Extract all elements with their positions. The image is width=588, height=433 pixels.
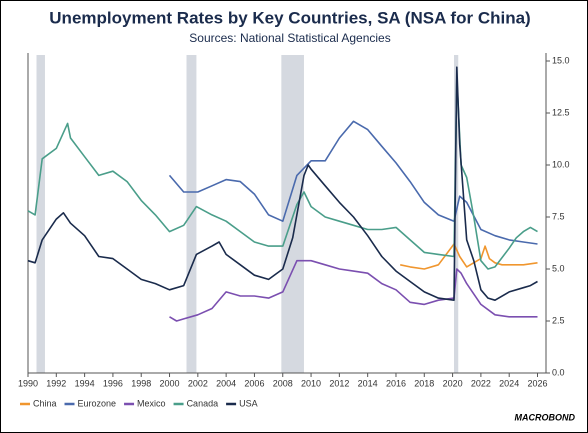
legend-label: China <box>33 398 57 408</box>
x-tick-label: 2008 <box>273 378 293 388</box>
shaded-period <box>36 55 45 373</box>
x-tick-label: 2018 <box>414 378 434 388</box>
x-tick-label: 2002 <box>188 378 208 388</box>
y-tick-label: 0.0 <box>552 367 565 377</box>
x-tick-label: 1990 <box>18 378 38 388</box>
y-tick-label: 12.5 <box>552 107 570 117</box>
chart-subtitle: Sources: National Statistical Agencies <box>189 31 390 45</box>
x-tick-label: 1998 <box>131 378 151 388</box>
legend-label: Mexico <box>137 398 166 408</box>
series-line <box>27 76 538 270</box>
series-line <box>27 66 538 301</box>
x-tick-label: 2006 <box>244 378 264 388</box>
x-tick-label: 2010 <box>301 378 321 388</box>
source-logo: MACROBOND <box>515 412 576 422</box>
x-tick-label: 2004 <box>216 378 236 388</box>
x-tick-label: 2000 <box>160 378 180 388</box>
legend-label: Canada <box>187 398 219 408</box>
legend-label: USA <box>239 398 258 408</box>
x-tick-label: 2016 <box>386 378 406 388</box>
legend-label: Eurozone <box>78 398 117 408</box>
y-tick-label: 15.0 <box>552 55 570 65</box>
series-line <box>169 259 538 322</box>
y-tick-label: 10.0 <box>552 159 570 169</box>
y-tick-label: 2.5 <box>552 315 565 325</box>
x-tick-label: 2022 <box>471 378 491 388</box>
x-tick-label: 1992 <box>46 378 66 388</box>
chart-title: Unemployment Rates by Key Countries, SA … <box>49 8 530 27</box>
y-tick-label: 5.0 <box>552 263 565 273</box>
y-tick-label: 7.5 <box>552 211 565 221</box>
x-tick-label: 2012 <box>329 378 349 388</box>
x-tick-label: 2024 <box>499 378 519 388</box>
x-tick-label: 1996 <box>103 378 123 388</box>
x-tick-label: 2026 <box>527 378 547 388</box>
x-tick-label: 2014 <box>358 378 378 388</box>
x-tick-label: 2020 <box>443 378 463 388</box>
x-tick-label: 1994 <box>75 378 95 388</box>
shaded-period <box>281 55 304 373</box>
